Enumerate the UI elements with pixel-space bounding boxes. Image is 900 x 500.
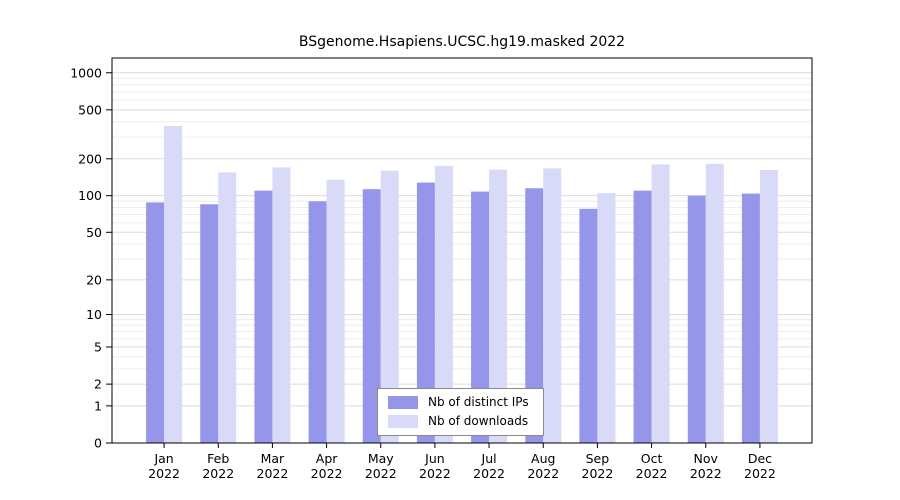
y-tick-label: 10: [86, 307, 102, 322]
x-tick-label-month: Jun: [424, 451, 445, 466]
x-tick-label-month: May: [368, 451, 394, 466]
x-tick-label-year: 2022: [419, 466, 451, 481]
plot-border: [111, 57, 813, 444]
bar-downloads-aug: [543, 168, 562, 444]
y-tick-label: 500: [78, 102, 102, 117]
bar-downloads-mar: [272, 167, 291, 443]
x-tick-label-year: 2022: [582, 466, 614, 481]
bar-distinct-ips-dec: [741, 193, 760, 443]
bar-downloads-dec: [759, 170, 778, 443]
bar-distinct-ips-may: [362, 189, 381, 443]
bar-distinct-ips-nov: [687, 195, 706, 443]
bar-distinct-ips-jul: [471, 191, 490, 443]
legend-label-distinct-ips: Nb of distinct IPs: [428, 395, 529, 409]
x-tick-label-month: Aug: [531, 451, 555, 466]
x-tick-label-month: Mar: [261, 451, 285, 466]
chart-title: BSgenome.Hsapiens.UCSC.hg19.masked 2022: [298, 34, 626, 50]
legend-swatch-distinct-ips: [388, 395, 418, 409]
bar-downloads-feb: [218, 172, 237, 443]
y-tick-label: 0: [94, 436, 102, 451]
x-tick-label-year: 2022: [365, 466, 397, 481]
legend-item-downloads: Nb of downloads: [388, 414, 529, 428]
x-tick-label-month: Apr: [316, 451, 338, 466]
bar-downloads-sep: [597, 193, 616, 443]
legend-label-downloads: Nb of downloads: [428, 414, 529, 428]
x-tick-label-year: 2022: [148, 466, 180, 481]
bar-distinct-ips-sep: [579, 208, 598, 443]
legend: Nb of distinct IPs Nb of downloads: [377, 388, 544, 436]
y-tick-label: 20: [86, 272, 102, 287]
bar-downloads-apr: [326, 179, 345, 443]
x-tick-label-month: Feb: [207, 451, 229, 466]
x-tick-label-year: 2022: [527, 466, 559, 481]
x-tick-label-month: Jan: [153, 451, 173, 466]
y-tick-label: 1: [94, 398, 102, 413]
bar-distinct-ips-oct: [633, 190, 652, 443]
bar-downloads-may: [380, 170, 399, 443]
x-tick-label-year: 2022: [744, 466, 776, 481]
bar-downloads-oct: [651, 164, 670, 443]
x-tick-label-month: Dec: [748, 451, 772, 466]
y-tick-label: 100: [78, 188, 102, 203]
x-tick-label-year: 2022: [202, 466, 234, 481]
bar-distinct-ips-feb: [200, 204, 219, 443]
x-tick-label-month: Sep: [586, 451, 610, 466]
x-tick-label-month: Oct: [641, 451, 663, 466]
x-tick-label-year: 2022: [690, 466, 722, 481]
x-tick-label-month: Jul: [481, 451, 497, 466]
bar-downloads-jan: [164, 125, 183, 443]
bar-downloads-jul: [489, 169, 508, 443]
bar-distinct-ips-mar: [254, 190, 273, 443]
x-tick-label-month: Nov: [694, 451, 719, 466]
y-tick-label: 1000: [70, 65, 102, 80]
bar-distinct-ips-apr: [308, 201, 327, 443]
y-tick-label: 50: [86, 225, 102, 240]
legend-swatch-downloads: [388, 414, 418, 428]
bar-distinct-ips-jan: [146, 202, 165, 443]
y-tick-label: 200: [78, 151, 102, 166]
bar-downloads-jun: [434, 165, 453, 444]
bar-downloads-nov: [705, 163, 724, 443]
x-tick-label-year: 2022: [636, 466, 668, 481]
x-tick-label-year: 2022: [473, 466, 505, 481]
bar-distinct-ips-aug: [525, 188, 544, 443]
x-tick-label-year: 2022: [311, 466, 343, 481]
y-tick-label: 2: [94, 377, 102, 392]
y-tick-label: 5: [94, 339, 102, 354]
bar-distinct-ips-jun: [416, 182, 435, 443]
x-tick-label-year: 2022: [257, 466, 289, 481]
legend-item-distinct-ips: Nb of distinct IPs: [388, 395, 529, 409]
